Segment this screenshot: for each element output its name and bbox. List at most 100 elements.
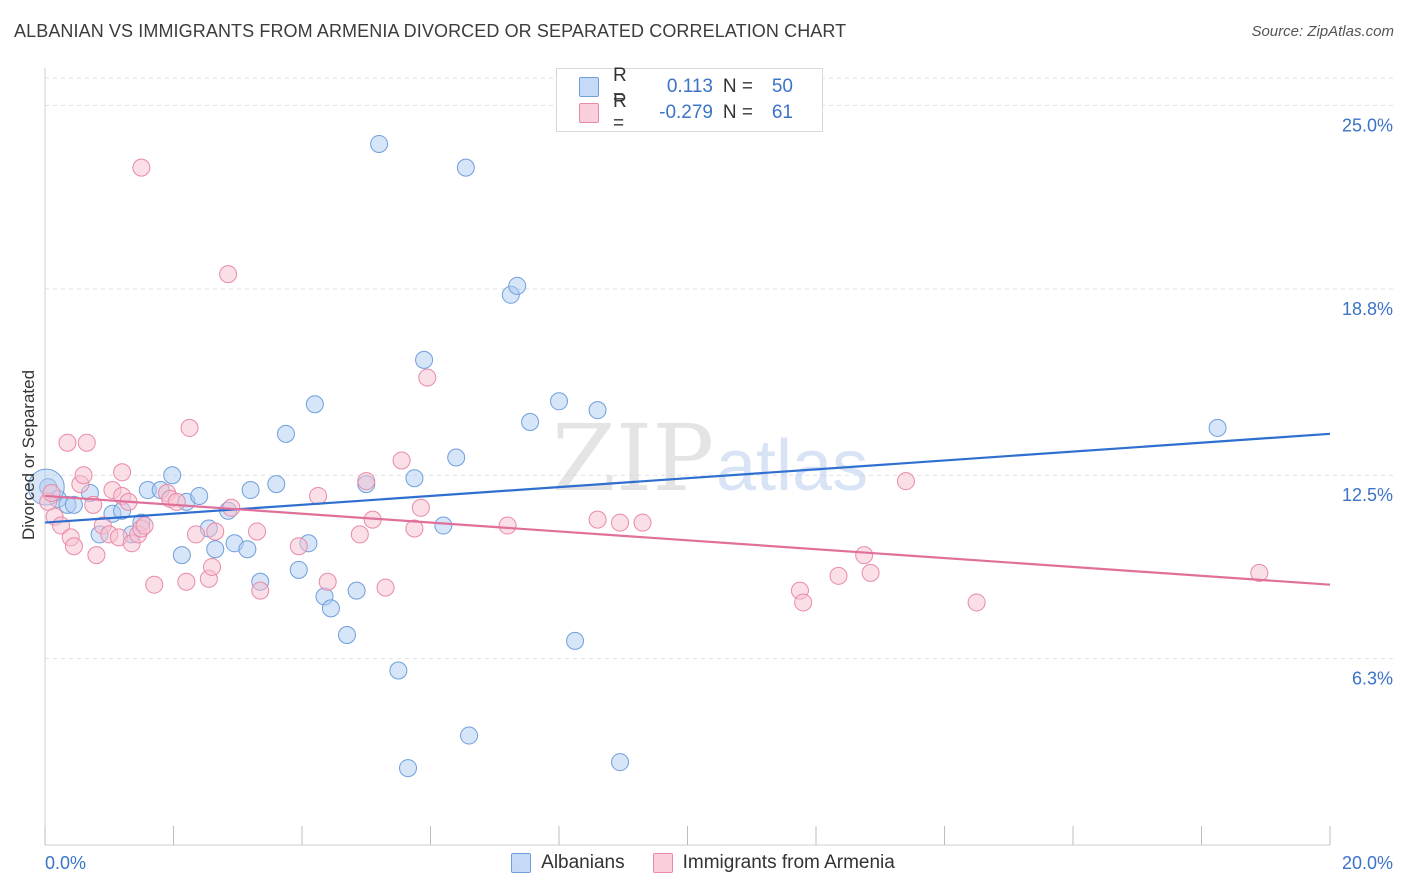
armenia-point: [1250, 563, 1269, 582]
albanian-point: [405, 469, 424, 488]
albanian-point: [370, 134, 389, 153]
r-value: -0.279: [659, 102, 713, 123]
armenia-point: [350, 525, 369, 544]
armenia-point: [58, 433, 77, 452]
pink-swatch: [579, 103, 599, 123]
blue-swatch: [511, 853, 532, 873]
armenia-points: [39, 158, 1269, 612]
legend-label: Albanians: [541, 852, 625, 873]
trend-lines: [44, 432, 1331, 586]
armenia-point: [77, 433, 96, 452]
armenia-point: [309, 486, 328, 505]
albanian-point: [550, 392, 568, 411]
armenia-point: [405, 519, 424, 538]
armenia-point: [861, 563, 880, 582]
n-value: 50: [771, 76, 793, 97]
source-credit: Source: ZipAtlas.com: [1251, 23, 1394, 40]
y-axis-label: Divorced or Separated: [19, 369, 38, 541]
armenia-point: [74, 466, 93, 485]
armenia-point: [588, 510, 607, 529]
armenia-point: [219, 265, 238, 284]
armenia-point: [855, 546, 874, 565]
albanian-point: [347, 581, 366, 600]
armenia-point: [633, 513, 652, 532]
series-legend: Albanians Immigrants from Armenia: [0, 852, 1406, 874]
armenia-point: [289, 537, 308, 556]
correlation-legend: R = 0.113 N = 50 R = -0.279 N = 61: [556, 65, 823, 134]
armenia-point: [357, 472, 376, 491]
armenia-point: [318, 572, 337, 591]
pink-swatch: [652, 853, 673, 873]
r-value: 0.113: [666, 76, 713, 97]
albanian-point: [611, 753, 630, 772]
armenia-point: [411, 498, 430, 517]
albanian-point: [190, 486, 209, 505]
armenia-point: [132, 158, 151, 177]
armenia-trend-line: [44, 494, 1331, 586]
armenia-point: [498, 516, 517, 535]
n-label: N =: [722, 76, 753, 97]
armenia-point: [206, 522, 225, 541]
albanians-trend-line: [44, 432, 1331, 524]
armenia-point: [145, 575, 164, 594]
armenia-point: [376, 578, 395, 597]
albanian-point: [508, 276, 527, 295]
blue-swatch: [579, 77, 599, 97]
albanian-point: [267, 475, 286, 494]
chart-title: ALBANIAN VS IMMIGRANTS FROM ARMENIA DIVO…: [14, 21, 847, 41]
armenia-point: [42, 483, 61, 502]
y-tick-label: 18.8%: [1342, 299, 1393, 319]
albanian-point: [289, 560, 308, 579]
albanian-point: [163, 466, 182, 485]
axes: [44, 68, 1331, 846]
albanian-point: [456, 158, 475, 177]
legend-row-albanians: R = 0.113 N = 50: [579, 65, 793, 108]
r-label: R =: [613, 91, 627, 134]
watermark: ZIP atlas: [552, 405, 868, 512]
armenia-point: [392, 451, 411, 470]
albanian-point: [321, 599, 340, 618]
x-tick-label: 0.0%: [45, 853, 86, 873]
legend-label: Immigrants from Armenia: [682, 852, 895, 873]
armenia-point: [248, 522, 267, 541]
legend-item-armenia: Immigrants from Armenia: [652, 852, 895, 874]
albanian-point: [305, 395, 324, 414]
armenia-point: [896, 472, 915, 491]
albanian-point: [276, 424, 295, 443]
y-tick-label: 12.5%: [1342, 485, 1393, 505]
legend-item-albanians: Albanians: [511, 852, 625, 874]
albanian-point: [241, 481, 260, 500]
watermark-atlas: atlas: [716, 426, 868, 506]
armenia-point: [829, 566, 848, 585]
albanian-point: [460, 726, 479, 745]
armenia-point: [64, 537, 83, 556]
armenia-point: [967, 593, 986, 612]
armenia-point: [203, 557, 222, 576]
watermark-zip: ZIP: [552, 405, 714, 512]
y-tick-label: 6.3%: [1352, 669, 1393, 689]
albanian-point: [337, 625, 356, 644]
armenia-point: [186, 525, 205, 544]
armenia-point: [418, 368, 437, 387]
albanian-point: [447, 448, 466, 467]
albanian-point: [434, 516, 453, 535]
armenia-point: [794, 593, 813, 612]
albanian-point: [172, 546, 191, 565]
armenia-point: [135, 516, 154, 535]
y-tick-label: 25.0%: [1342, 115, 1393, 135]
albanian-point: [566, 631, 585, 650]
r-label: R =: [613, 65, 627, 108]
n-label: N =: [722, 102, 753, 123]
gridlines: [45, 77, 1393, 660]
albanian-point: [64, 495, 83, 514]
legend-row-armenia: R = -0.279 N = 61: [579, 91, 793, 134]
albanian-point: [238, 540, 257, 559]
armenia-point: [177, 572, 196, 591]
armenia-point: [180, 418, 199, 437]
albanian-point: [206, 540, 225, 559]
armenia-point: [167, 492, 186, 511]
albanian-point: [399, 759, 418, 778]
armenia-point: [87, 546, 106, 565]
armenia-point: [611, 513, 630, 532]
